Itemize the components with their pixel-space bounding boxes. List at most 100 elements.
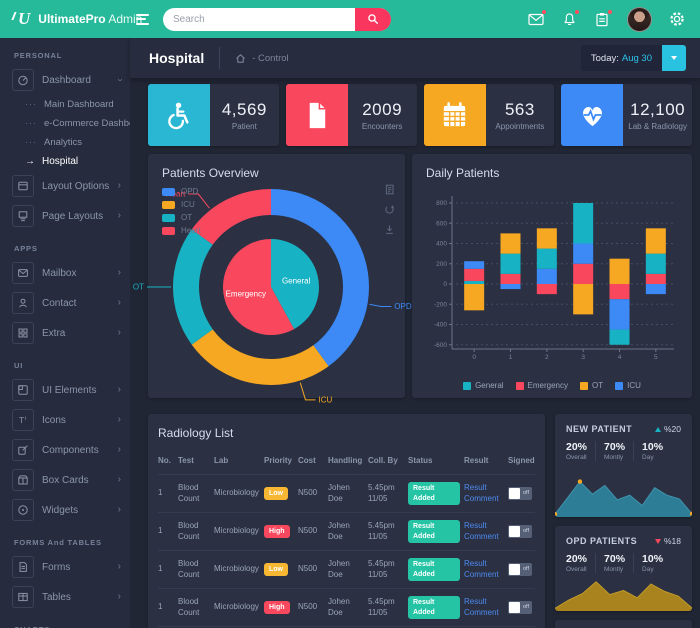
sidebar-item-extra[interactable]: Extra › (0, 318, 130, 348)
delta-badge: %20 (654, 424, 681, 434)
sidebar-item-label: Components (42, 444, 99, 456)
bottom-row: Radiology List No. Test Lab Priority Cost Han… (148, 414, 692, 628)
cell-lab: Microbiology (214, 564, 259, 574)
sidebar-item-ui-elements[interactable]: UI Elements › (0, 375, 130, 405)
legend-item-general[interactable]: General (463, 381, 504, 390)
sidebar-item-label: Layout Options (42, 180, 110, 192)
column-header-signed: Signed (508, 455, 535, 465)
header-divider (219, 47, 221, 69)
opd-patients-area-chart (555, 573, 692, 611)
priority-badge: Low (264, 486, 288, 501)
svg-text:OPD: OPD (394, 302, 412, 311)
result-comment-link[interactable]: Result Comment (464, 482, 499, 503)
heartbeat-icon (561, 84, 624, 146)
sidebar-item-tables[interactable]: Tables › (0, 582, 130, 612)
sidebar-subitem-hospital[interactable]: → Hospital (0, 152, 130, 171)
stat-overall: 20% Overall (566, 553, 597, 573)
user-avatar[interactable] (627, 6, 652, 32)
signed-toggle[interactable]: off (508, 601, 532, 614)
date-picker[interactable]: Today: Aug 30 (580, 45, 686, 71)
toggle-label: off (522, 603, 529, 610)
chevron-right-icon: › (117, 267, 121, 278)
signed-toggle[interactable]: off (508, 525, 532, 538)
svg-text:4: 4 (618, 354, 622, 361)
sidebar-item-components[interactable]: Components › (0, 435, 130, 465)
sidebar-subitem-label: e-Commerce Dashboard (44, 118, 130, 129)
legend-item-opd[interactable]: OPD (162, 187, 201, 196)
toggle-label: off (522, 489, 529, 496)
cell-status: Result Added (408, 558, 464, 581)
svg-text:-400: -400 (434, 322, 447, 329)
legend-item-heart[interactable]: Heart (162, 226, 201, 235)
download-icon[interactable] (384, 224, 395, 235)
legend-item-icu[interactable]: ICU (615, 381, 641, 390)
sidebar-item-label: Contact (42, 297, 77, 309)
result-comment-link[interactable]: Result Comment (464, 520, 499, 541)
panel-tools (384, 184, 395, 235)
sidebar-subitem-label: Analytics (44, 137, 83, 148)
svg-text:Emergency: Emergency (226, 289, 266, 298)
brand[interactable]: U UltimatePro Admin (0, 9, 142, 29)
signed-toggle[interactable]: off (508, 487, 532, 500)
sidebar-item-widgets[interactable]: Widgets › (0, 495, 130, 525)
legend-item-icu[interactable]: ICU (162, 200, 201, 209)
table-header-row: No. Test Lab Priority Cost Handling Coll. By St… (158, 452, 535, 474)
result-comment-link[interactable]: Result Comment (464, 596, 499, 617)
sidebar-item-box-cards[interactable]: Box Cards › (0, 465, 130, 495)
sidebar-item-label: Extra (42, 327, 66, 339)
home-icon[interactable] (235, 53, 246, 64)
result-comment-link[interactable]: Result Comment (464, 558, 499, 579)
settings-gear-icon[interactable] (669, 11, 685, 27)
mailbox-icon (12, 262, 34, 284)
search-button[interactable] (355, 7, 391, 31)
legend-label: OT (181, 213, 193, 222)
stat-monthly: 70% Montly (604, 441, 635, 461)
legend-swatch (162, 226, 175, 235)
cell-signed: off (508, 487, 535, 500)
forms-icon (12, 556, 34, 578)
menu-toggle-icon[interactable] (136, 11, 149, 27)
sidebar-item-dashboard[interactable]: Dashboard › (0, 65, 130, 95)
active-arrow-icon: → (25, 155, 35, 167)
sidebar-item-mailbox[interactable]: Mailbox › (0, 258, 130, 288)
bar-chart-legend: General Emergency OT ICU (412, 381, 692, 390)
signed-toggle[interactable]: off (508, 563, 532, 576)
sidebar-item-forms[interactable]: Forms › (0, 552, 130, 582)
svg-text:600: 600 (436, 220, 447, 227)
search-input[interactable] (163, 13, 355, 25)
cell-result: Result Comment (464, 597, 508, 619)
cell-priority: Low (264, 486, 298, 501)
legend-item-ot[interactable]: OT (162, 213, 201, 222)
tasks-icon[interactable] (594, 10, 612, 27)
sidebar-subitem-main-dashboard[interactable]: ··· Main Dashboard (0, 95, 130, 114)
legend-swatch (515, 381, 524, 390)
sidebar-subitem-e-commerce-dashboard[interactable]: ··· e-Commerce Dashboard (0, 114, 130, 133)
components-icon (12, 439, 34, 461)
tables-icon (12, 586, 34, 608)
bell-icon[interactable] (561, 10, 579, 27)
sidebar-item-contact[interactable]: Contact › (0, 288, 130, 318)
report-icon[interactable] (384, 184, 395, 195)
cell-status: Result Added (408, 520, 464, 543)
legend-item-ot[interactable]: OT (580, 381, 603, 390)
stat-value: 12,100 (630, 99, 686, 119)
svg-text:Heart: Heart (166, 190, 186, 199)
sidebar-subitem-analytics[interactable]: ··· Analytics (0, 133, 130, 152)
notification-dot (542, 10, 546, 14)
sidebar-subitem-label: Hospital (42, 156, 79, 167)
sidebar-item-page-layouts[interactable]: Page Layouts › (0, 201, 130, 231)
panel-title: Patients Overview (162, 166, 259, 180)
layout-options-icon (12, 175, 34, 197)
trend-down-icon (654, 538, 661, 544)
sidebar-item-layout-options[interactable]: Layout Options › (0, 171, 130, 201)
stats-row: 4,569 Patient 2009 Encounters 563 Appointment… (148, 84, 692, 146)
mail-icon[interactable] (528, 10, 546, 27)
refresh-icon[interactable] (384, 204, 395, 215)
calendar-icon (423, 84, 486, 146)
legend-item-emergency[interactable]: Emergency (515, 381, 568, 390)
cell-status: Result Added (408, 482, 464, 505)
status-badge: Result Added (408, 596, 460, 619)
date-dropdown-button[interactable] (662, 45, 686, 71)
